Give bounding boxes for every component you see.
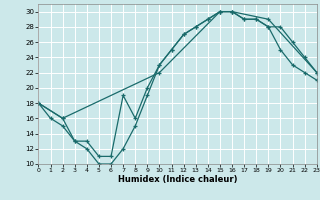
- X-axis label: Humidex (Indice chaleur): Humidex (Indice chaleur): [118, 175, 237, 184]
